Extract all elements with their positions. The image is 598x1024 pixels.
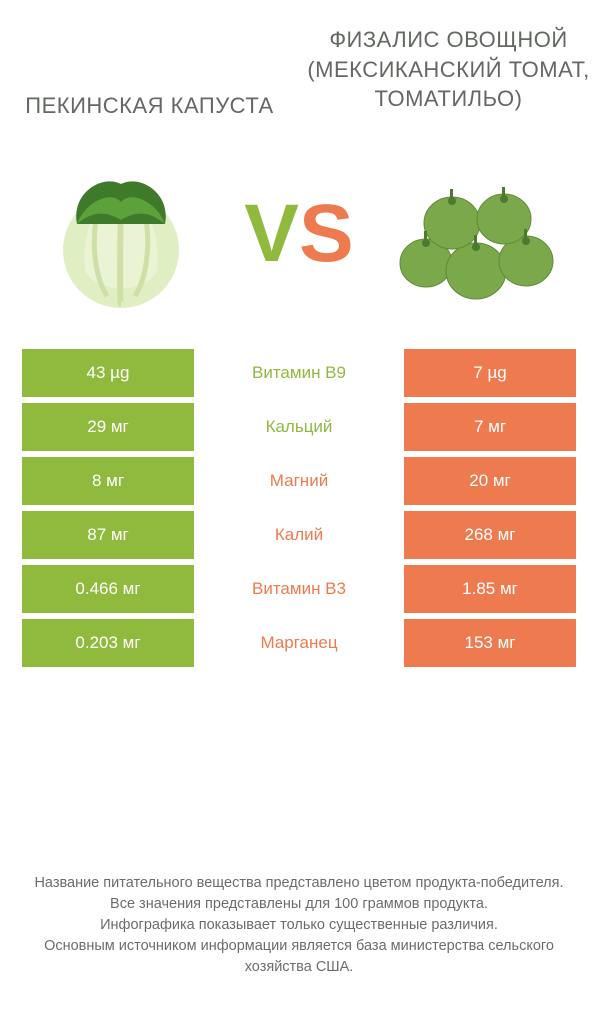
- nutrient-row: 8 мгМагний20 мг: [22, 457, 576, 505]
- left-value: 43 µg: [22, 349, 194, 397]
- left-value: 0.203 мг: [22, 619, 194, 667]
- nutrient-label: Калий: [194, 511, 404, 559]
- footer-notes: Название питательного вещества представл…: [0, 873, 598, 978]
- left-value: 0.466 мг: [22, 565, 194, 613]
- right-value: 7 µg: [404, 349, 576, 397]
- footer-line: Название питательного вещества представл…: [32, 873, 566, 894]
- nutrient-label: Витамин B3: [194, 565, 404, 613]
- nutrient-row: 0.466 мгВитамин B31.85 мг: [22, 565, 576, 613]
- nutrient-row: 29 мгКальций7 мг: [22, 403, 576, 451]
- right-value: 268 мг: [404, 511, 576, 559]
- right-food-title: ФИЗАЛИС ОВОЩНОЙ (МЕКСИКАНСКИЙ ТОМАТ, ТОМ…: [299, 25, 598, 121]
- nutrient-label: Кальций: [194, 403, 404, 451]
- left-food-image: [36, 149, 206, 319]
- right-value: 7 мг: [404, 403, 576, 451]
- tomatillo-icon: [392, 159, 562, 309]
- nutrient-row: 87 мгКалий268 мг: [22, 511, 576, 559]
- right-value: 153 мг: [404, 619, 576, 667]
- nutrient-label: Магний: [194, 457, 404, 505]
- vs-v: V: [244, 188, 299, 279]
- right-value: 20 мг: [404, 457, 576, 505]
- left-food-title: ПЕКИНСКАЯ КАПУСТА: [0, 25, 299, 121]
- vs-s: S: [299, 188, 354, 279]
- images-row: VS: [0, 121, 598, 331]
- header: ПЕКИНСКАЯ КАПУСТА ФИЗАЛИС ОВОЩНОЙ (МЕКСИ…: [0, 0, 598, 121]
- left-value: 87 мг: [22, 511, 194, 559]
- left-value: 8 мг: [22, 457, 194, 505]
- footer-line: Инфографика показывает только существенн…: [32, 915, 566, 936]
- footer-line: Основным источником информации является …: [32, 936, 566, 978]
- nutrient-table: 43 µgВитамин B97 µg29 мгКальций7 мг8 мгМ…: [0, 349, 598, 667]
- vs-label: VS: [244, 187, 353, 281]
- footer-line: Все значения представлены для 100 граммо…: [32, 894, 566, 915]
- right-food-image: [392, 149, 562, 319]
- nutrient-label: Марганец: [194, 619, 404, 667]
- nutrient-label: Витамин B9: [194, 349, 404, 397]
- right-value: 1.85 мг: [404, 565, 576, 613]
- left-value: 29 мг: [22, 403, 194, 451]
- cabbage-icon: [41, 154, 201, 314]
- nutrient-row: 0.203 мгМарганец153 мг: [22, 619, 576, 667]
- nutrient-row: 43 µgВитамин B97 µg: [22, 349, 576, 397]
